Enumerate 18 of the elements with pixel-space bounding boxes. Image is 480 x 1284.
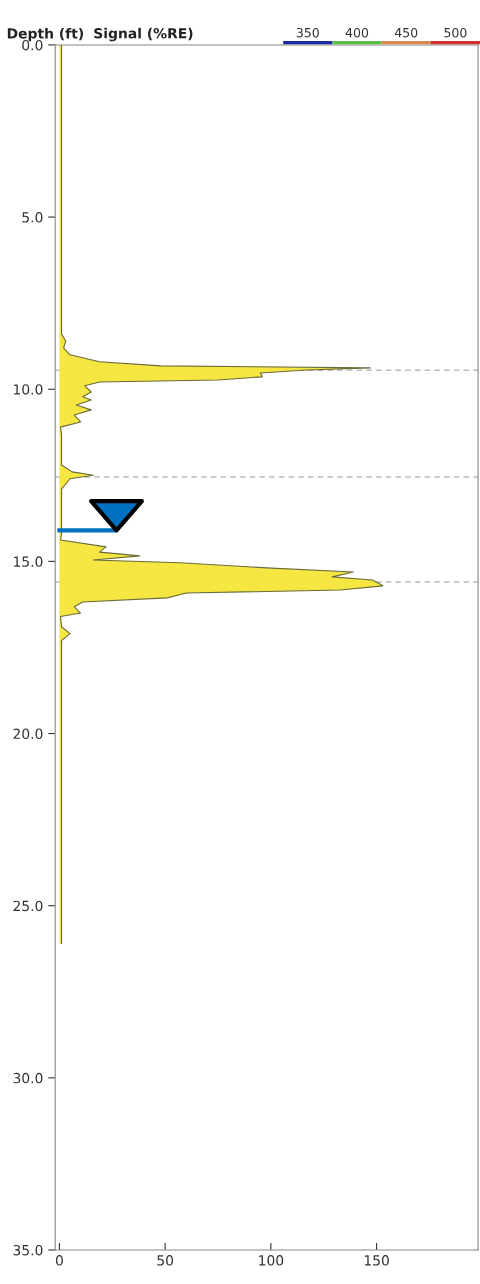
text: 400 <box>345 27 369 38</box>
y-axis-title: Depth (ft) <box>7 27 84 42</box>
x-tick-label: 150 <box>364 1255 389 1266</box>
text: 500 <box>444 27 467 38</box>
y-tick-label: 35.0 <box>13 1244 43 1256</box>
y-tick-label: 10.0 <box>14 384 43 395</box>
x-tick-label: 50 <box>157 1255 174 1266</box>
y-tick-label: 15.0 <box>14 556 43 567</box>
x-tick-label: 100 <box>259 1255 284 1266</box>
y-tick-label: 0.0 <box>22 39 43 51</box>
y-tick-label: 25.0 <box>13 900 43 912</box>
x-axis-title: Signal (%RE) <box>94 27 193 42</box>
text: 450 <box>394 27 418 38</box>
y-tick-label: 5.0 <box>22 212 43 223</box>
text: 350 <box>296 27 319 38</box>
y-tick-label: 20.0 <box>13 728 43 740</box>
y-tick-label: 30.0 <box>13 1072 43 1084</box>
x-tick-label: 0 <box>55 1255 63 1266</box>
